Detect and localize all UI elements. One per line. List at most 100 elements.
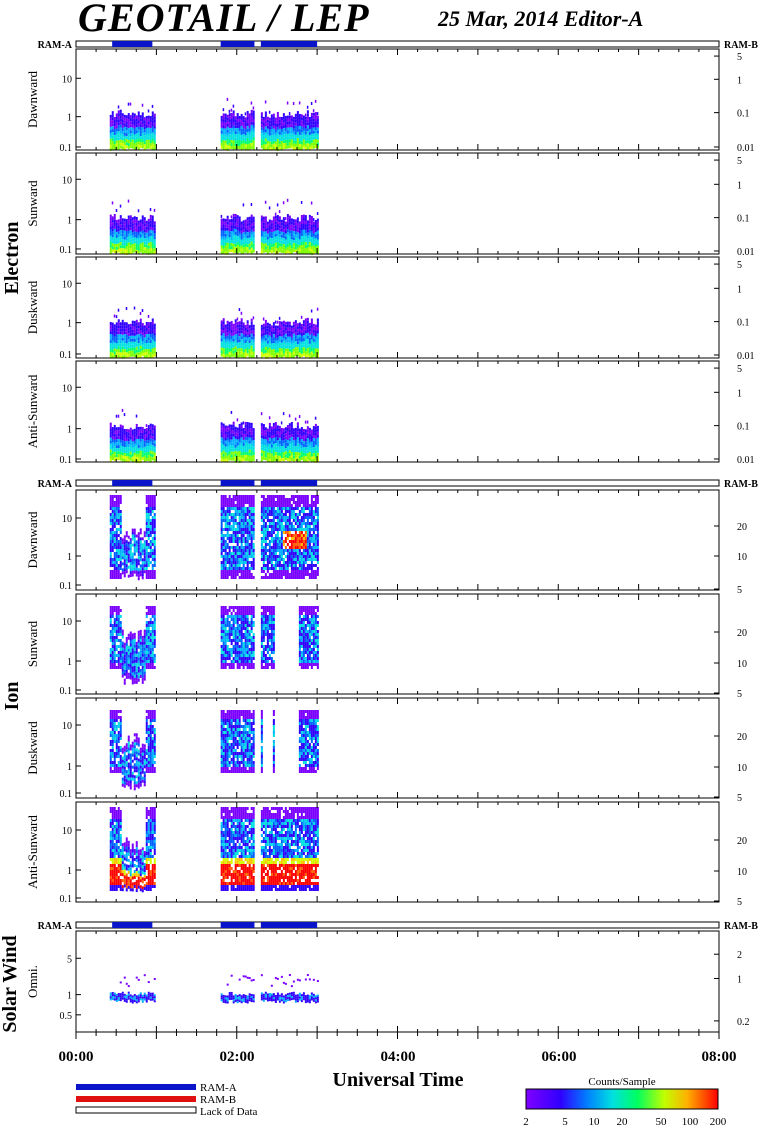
- spectrogram-cell: [234, 225, 237, 229]
- spectrogram-cell: [278, 240, 281, 244]
- spectrogram-cell: [276, 135, 279, 139]
- spectrogram-cell: [248, 128, 251, 132]
- spectrogram-cell: [226, 567, 229, 570]
- spectrogram-cell: [288, 441, 291, 445]
- spectrogram-cell: [117, 555, 120, 558]
- spectrogram-cell: [121, 346, 124, 350]
- spectrogram-cell: [137, 355, 140, 359]
- spectrogram-cell: [121, 355, 124, 359]
- spectrogram-cell: [296, 428, 299, 432]
- spectrogram-cell: [264, 451, 267, 455]
- spectrogram-cell: [240, 452, 243, 456]
- spectrogram-cell: [290, 221, 293, 225]
- spectrogram-cell: [290, 495, 293, 498]
- spectrogram-cell: [109, 250, 112, 254]
- spectrogram-cell: [300, 117, 303, 121]
- spectrogram-cell: [228, 128, 231, 132]
- spectrogram-cell: [141, 573, 144, 577]
- spectrogram-cell: [284, 324, 287, 328]
- spectrogram-cell: [280, 540, 283, 543]
- spectrogram-cell: [282, 446, 285, 450]
- spectrogram-cell: [260, 507, 263, 510]
- spectrogram-cell: [282, 128, 285, 132]
- spectrogram-cell: [143, 126, 146, 130]
- spectrogram-cell: [266, 137, 269, 141]
- spectrogram-cell: [242, 134, 245, 138]
- spectrogram-cell: [236, 510, 239, 513]
- spectrogram-cell: [109, 147, 112, 151]
- spectrogram-cell: [316, 127, 319, 131]
- spectrogram-cell: [125, 534, 128, 538]
- spectrogram-cell: [280, 324, 283, 328]
- spectrogram-cell: [278, 516, 281, 519]
- spectrogram-cell: [286, 345, 289, 349]
- spectrogram-cell: [125, 245, 128, 249]
- spectrogram-cell: [276, 504, 279, 507]
- spectrogram-cell: [288, 133, 291, 137]
- spectrogram-cell: [296, 434, 299, 438]
- spectrogram-cell: [145, 516, 148, 519]
- spectrogram-cell: [308, 116, 311, 120]
- spectrogram-cell: [268, 344, 271, 348]
- spectrogram-cell: [312, 435, 315, 439]
- spectrogram-cell: [135, 325, 138, 329]
- spectrogram-panel: [75, 256, 720, 359]
- spectrogram-cell: [288, 516, 291, 519]
- spectrogram-cell: [119, 498, 122, 501]
- spectrogram-cell: [284, 145, 287, 149]
- spectrogram-cell: [246, 326, 249, 330]
- spectrogram-cell: [242, 346, 245, 350]
- spectrogram-cell: [226, 344, 229, 348]
- spectrogram-cell: [220, 495, 223, 498]
- spectrogram-cell: [109, 349, 112, 353]
- x-axis-title: Universal Time: [333, 1069, 464, 1091]
- spectrogram-cell: [308, 328, 311, 332]
- spectrogram-cell: [242, 247, 245, 251]
- spectrogram-cell: [244, 558, 247, 561]
- spectrogram-cell: [314, 234, 317, 238]
- spectrogram-cell: [224, 324, 227, 328]
- spectrogram-cell: [236, 507, 239, 510]
- spectrogram-cell: [282, 561, 285, 564]
- spectrogram-cell: [139, 136, 142, 140]
- spectrogram-cell: [222, 143, 225, 147]
- spectrogram-cell: [220, 573, 223, 576]
- spectrogram-cell: [153, 236, 156, 240]
- spectrogram-cell: [308, 229, 311, 233]
- spectrogram-cell: [230, 424, 233, 428]
- spectrogram-cell: [135, 127, 138, 131]
- spectrogram-cell: [246, 341, 249, 345]
- spectrogram-cell: [230, 219, 233, 223]
- spectrogram-cell: [234, 128, 237, 132]
- spectrogram-cell: [296, 422, 299, 426]
- spectrogram-cell: [302, 347, 305, 351]
- spectrogram-cell: [224, 540, 227, 543]
- spectrogram-cell: [244, 567, 247, 570]
- spectrogram-cell: [123, 248, 126, 252]
- spectrogram-cell: [282, 341, 285, 345]
- spectrogram-cell: [290, 355, 293, 359]
- spectrogram-cell: [147, 437, 150, 441]
- spectrogram-cell: [270, 138, 273, 142]
- spectrogram-cell: [252, 106, 255, 110]
- spectrogram-cell: [224, 330, 227, 334]
- spectrogram-cell: [234, 243, 237, 247]
- spectrogram-cell: [115, 573, 118, 576]
- spectrogram-cell: [250, 422, 253, 426]
- spectrogram-cell: [131, 537, 134, 541]
- spectrogram-cell: [117, 534, 120, 537]
- spectrogram-cell: [264, 123, 267, 127]
- spectrogram-cell: [111, 531, 114, 534]
- spectrogram-cell: [284, 555, 287, 558]
- spectrogram-cell: [113, 135, 116, 139]
- spectrogram-cell: [276, 507, 279, 510]
- spectrogram-cell: [264, 231, 267, 235]
- spectrogram-cell: [280, 246, 283, 250]
- spectrogram-cell: [250, 345, 253, 349]
- spectrogram-cell: [151, 345, 154, 349]
- spectrogram-cell: [117, 113, 120, 117]
- spectrogram-cell: [240, 122, 243, 126]
- spectrogram-cell: [125, 567, 128, 571]
- spectrogram-cell: [246, 531, 249, 534]
- spectrogram-cell: [240, 458, 243, 462]
